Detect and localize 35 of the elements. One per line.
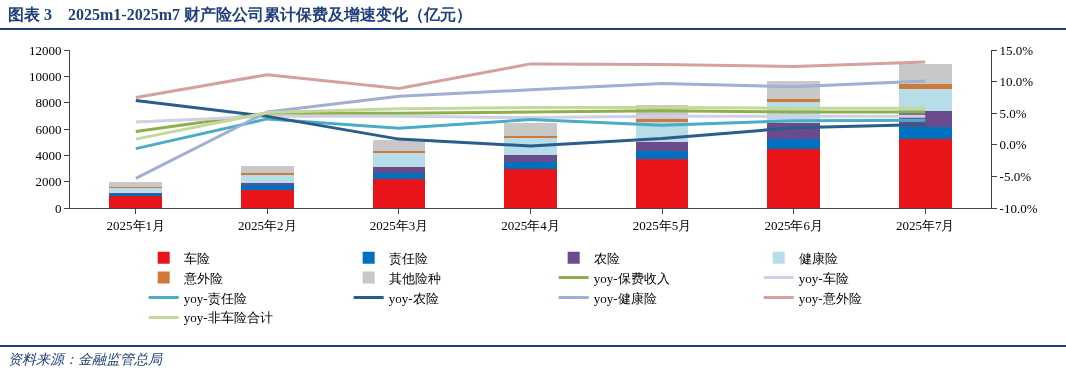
y-tick-label: 8000 (35, 95, 62, 111)
x-tick-label: 2025年5月 (632, 217, 692, 233)
y2-tick-label: 0.0% (999, 137, 1027, 153)
y2-tick-label: 5.0% (999, 105, 1027, 121)
x-tick-label: 2025年7月 (895, 217, 955, 233)
y-tick-label: 6000 (35, 121, 62, 137)
legend-label: yoy-保费收入 (593, 270, 670, 286)
legend-label: yoy-责任险 (183, 290, 247, 306)
y2-tick-label: -5.0% (999, 168, 1032, 184)
y-tick-label: 4000 (35, 147, 62, 163)
legend-label: 责任险 (388, 250, 428, 266)
y-tick-label: 2000 (35, 174, 62, 190)
y2-tick-label: 15.0% (999, 42, 1034, 58)
x-tick-label: 2025年4月 (501, 217, 560, 233)
legend-label: 农险 (593, 250, 620, 266)
y-tick-label: 0 (54, 200, 62, 216)
legend-label: yoy-健康险 (593, 290, 657, 306)
y2-tick-label: 10.0% (999, 74, 1034, 90)
chart-title: 图表 3 2025m1-2025m7 财产险公司累计保费及增速变化（亿元） (0, 0, 1066, 30)
x-tick-label: 2025年6月 (764, 217, 823, 233)
x-tick-label: 2025年3月 (369, 217, 429, 233)
y2-tick-label: -10.0% (999, 200, 1038, 216)
legend-label: yoy-非车险合计 (183, 310, 273, 326)
text: 资料来源：金融监管总局 (0, 345, 1066, 375)
legend-label: yoy-农险 (388, 290, 439, 306)
x-tick-label: 2025年2月 (238, 217, 297, 233)
y-tick-label: 10000 (28, 68, 62, 84)
x-tick-label: 2025年1月 (106, 217, 166, 233)
legend-label: 车险 (183, 250, 210, 266)
legend-label: 健康险 (798, 250, 838, 266)
legend-label: 意外险 (182, 270, 223, 286)
legend-label: yoy-意外险 (798, 290, 862, 306)
legend-label: 其他险种 (388, 270, 441, 286)
y-tick-label: 12000 (28, 42, 62, 58)
legend-label: yoy-车险 (798, 270, 849, 286)
